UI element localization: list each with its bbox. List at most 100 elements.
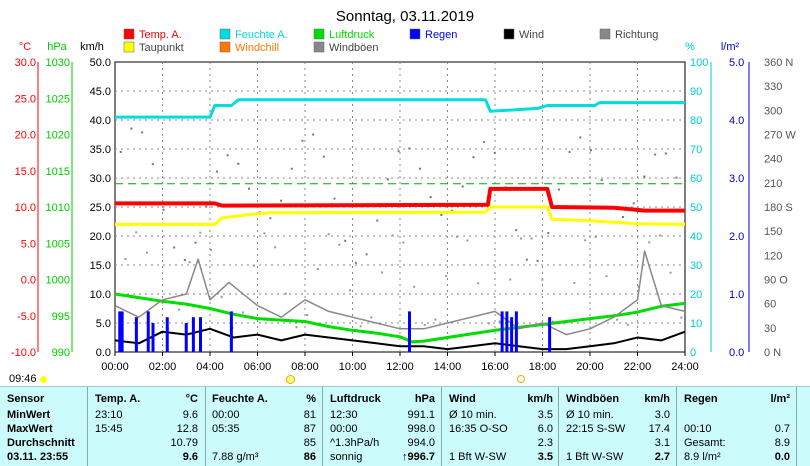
table-cell-note: 15:45	[95, 423, 123, 435]
direction-dot	[365, 253, 368, 256]
axis-units: °C hPa km/h% l/m²	[19, 41, 740, 53]
direction-dot	[616, 318, 619, 321]
legend-label: Luftdruck	[329, 29, 375, 41]
legend-label: Taupunkt	[139, 42, 184, 54]
direction-dot	[327, 233, 330, 236]
x-tick-label: 08:00	[291, 361, 319, 373]
temp-tick: 5.0	[21, 238, 36, 250]
dir-tick: 180 S	[764, 202, 793, 214]
rain-bar	[229, 311, 233, 352]
table-header: Feuchte A.	[212, 393, 268, 405]
direction-dot	[183, 258, 186, 261]
series	[114, 98, 686, 352]
direction-dot	[188, 261, 191, 264]
sunrise-marker	[286, 375, 295, 384]
table-header-unit: hPa	[414, 393, 435, 405]
direction-dot	[269, 217, 272, 220]
press-tick: 1015	[46, 166, 70, 178]
direction-dot	[301, 139, 304, 142]
direction-dot	[177, 308, 180, 311]
direction-dot	[429, 196, 432, 199]
direction-dot	[573, 282, 576, 285]
direction-dot	[498, 320, 501, 323]
direction-dot	[434, 318, 437, 321]
x-tick-label: 18:00	[529, 361, 557, 373]
press-tick: 1030	[46, 57, 70, 69]
table-cell-value: 10.79	[170, 437, 198, 449]
table-header-unit: km/h	[644, 393, 670, 405]
x-tick-label: 14:00	[434, 361, 462, 373]
direction-dot	[306, 313, 309, 316]
direction-dot	[408, 147, 411, 150]
rain-tick: 0.0	[729, 347, 744, 359]
table-cell-note: 22:15 S-SW	[566, 423, 626, 435]
direction-dot	[530, 237, 533, 240]
table-cell-value: 998.0	[407, 423, 435, 435]
legend-label: Temp. A.	[139, 29, 182, 41]
legend-swatch	[219, 28, 231, 40]
legend-label: Regen	[425, 29, 457, 41]
direction-dot	[397, 150, 400, 153]
temp-tick: 0.0	[21, 275, 36, 287]
temp-tick: 15.0	[15, 166, 36, 178]
rain-tick: 2.0	[729, 231, 744, 243]
hum-tick: 100	[690, 57, 708, 69]
direction-dot	[290, 167, 293, 170]
direction-dot	[316, 267, 319, 270]
direction-dot	[381, 271, 383, 274]
table-row-label: MaxWert	[7, 423, 53, 435]
table-header: Sensor	[7, 393, 45, 405]
series-wind	[114, 327, 686, 351]
table-cell-value: 9.6	[182, 451, 198, 463]
table-cell-note: Ø 10 min.	[566, 409, 614, 421]
table-cell-note: Gesamt:	[684, 437, 726, 449]
legend-swatch	[409, 28, 421, 40]
direction-dot	[493, 151, 496, 154]
direction-dot	[391, 234, 394, 237]
rain-bar	[548, 317, 552, 352]
table-cell-value: 3.0	[654, 409, 670, 421]
direction-dot	[669, 271, 672, 274]
dir-tick: 60	[764, 299, 776, 311]
hum-tick: 90	[690, 86, 702, 98]
series-taupunkt	[115, 205, 686, 226]
table-row-label: 03.11. 23:55	[7, 451, 69, 463]
legend-label: Windchill	[235, 42, 279, 54]
dir-tick: 360 N	[764, 57, 793, 69]
direction-dot	[664, 152, 667, 155]
direction-dot	[338, 243, 341, 246]
rain-tick: 3.0	[729, 173, 744, 185]
rain-bar	[505, 311, 509, 352]
dir-tick: 90 O	[764, 275, 788, 287]
x-tick-label: 04:00	[196, 361, 224, 373]
x-tick-label: 02:00	[149, 361, 177, 373]
rain-bar	[199, 317, 202, 352]
temp-tick: -5.0	[17, 311, 36, 323]
direction-dot	[477, 282, 480, 285]
chart-title: Sonntag, 03.11.2019	[336, 8, 474, 25]
direction-dot	[632, 202, 635, 205]
direction-dot	[600, 179, 603, 182]
direction-dot	[248, 187, 250, 190]
table-header: Wind	[449, 393, 476, 405]
rain-bar	[134, 317, 138, 352]
legend-swatch	[313, 41, 325, 53]
legend-swatch	[123, 41, 135, 53]
table-cell-value: 8.9	[774, 437, 790, 449]
direction-dot	[151, 163, 154, 166]
direction-dot	[215, 170, 218, 173]
legend: Temp. A. Feuchte A. Luftdruck Regen Wind Rich…	[123, 28, 658, 54]
table-header: Regen	[684, 393, 718, 405]
direction-dot	[274, 246, 277, 249]
wind-tick: 45.0	[90, 86, 111, 98]
table-cell-note: 8.9 l/m²	[684, 451, 721, 463]
rain-bar	[191, 317, 195, 352]
direction-dot	[472, 156, 475, 159]
direction-dot	[525, 258, 528, 261]
press-tick: 1020	[46, 130, 70, 142]
wind-tick: 20.0	[90, 231, 111, 243]
direction-dot	[419, 167, 421, 170]
direction-dot	[162, 208, 165, 211]
hum-tick: 60	[690, 173, 702, 185]
table-header-unit: °C	[185, 393, 198, 405]
